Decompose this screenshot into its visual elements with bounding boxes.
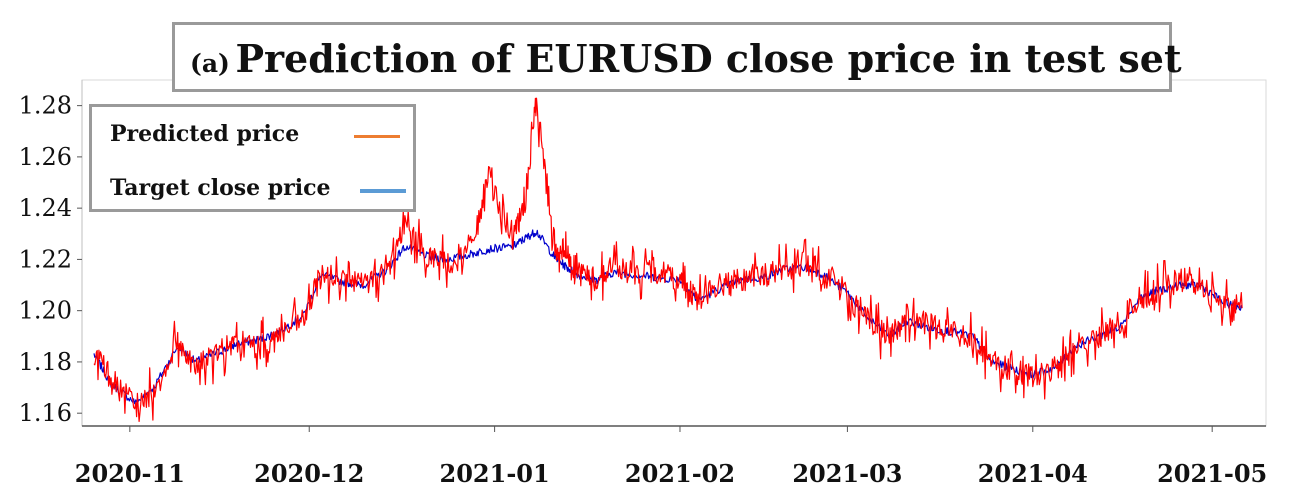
y-tick-label: 1.16 [19,399,72,427]
x-tick-label: 2021-03 [792,459,902,488]
y-tick-label: 1.28 [19,92,72,120]
y-tick-label: 1.26 [19,143,72,171]
x-tick-label: 2020-11 [75,459,185,488]
y-tick-label: 1.20 [19,297,72,325]
legend-swatch-predicted [354,135,400,138]
y-tick-label: 1.22 [19,245,72,273]
legend: Predicted price Target close price [89,104,416,212]
title-prefix: (a) [190,49,230,78]
series-group [93,97,1243,422]
y-tick-label: 1.18 [19,348,72,376]
x-tick-group: 2020-11 2020-12 2021-01 2021-02 2021-03 2021-… [75,426,1267,488]
legend-label-predicted: Predicted price [110,121,300,147]
x-tick-label: 2021-01 [440,459,550,488]
y-tick-group: 1.16 1.18 1.20 1.22 1.24 1.26 1.28 [19,92,82,427]
x-tick-label: 2020-12 [254,459,364,488]
title-main: Prediction of EURUSD close price in test… [235,36,1182,81]
y-tick-label: 1.24 [19,194,72,222]
legend-swatch-target [360,189,406,193]
x-tick-label: 2021-05 [1157,459,1267,488]
x-tick-label: 2021-02 [625,459,735,488]
series-line-predicted [93,97,1243,422]
title-box [172,22,1172,92]
chart-title: (a) Prediction of EURUSD close price in … [190,36,1182,81]
x-tick-label: 2021-04 [978,459,1088,488]
legend-label-target: Target close price [110,175,331,201]
